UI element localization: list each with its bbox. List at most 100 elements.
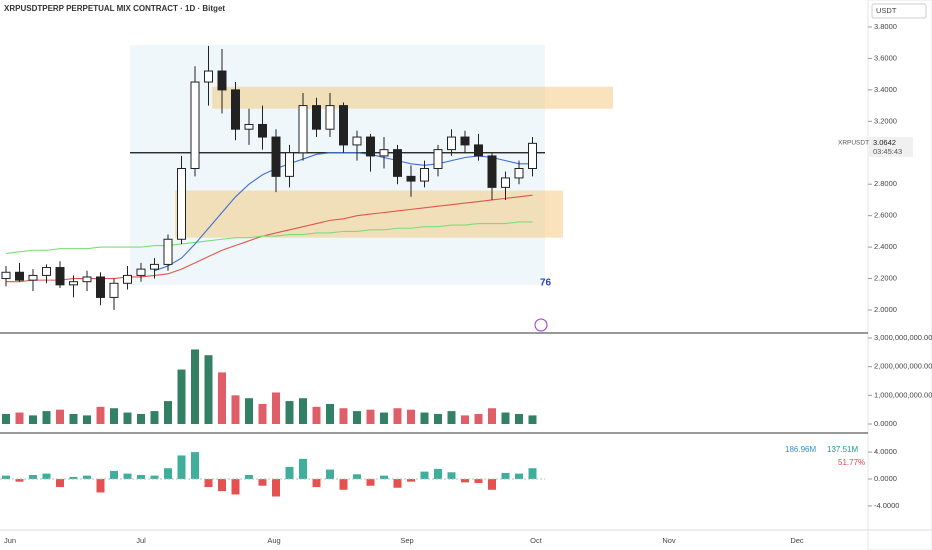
volume-bar <box>56 409 64 424</box>
oscillator-bar <box>407 479 415 482</box>
oscillator-bar <box>515 473 523 479</box>
candle-body <box>406 175 416 182</box>
volume-bar <box>407 409 415 424</box>
y-tick-label: 1,000,000,000.0000 <box>874 390 932 399</box>
oscillator-bar <box>393 479 402 488</box>
candle-body <box>204 70 213 83</box>
volume-bar <box>353 411 361 424</box>
oscillator-bar <box>29 474 37 479</box>
candle-body <box>487 155 497 188</box>
y-tick-label: 2.6000 <box>874 211 897 220</box>
oscillator-bar <box>83 475 91 479</box>
oscillator-bar <box>420 471 429 479</box>
volume-bar <box>366 409 375 424</box>
oscillator-bar <box>474 479 483 484</box>
candle-body <box>285 152 294 177</box>
volume-bar <box>272 392 280 424</box>
volume-bar <box>83 415 91 424</box>
x-tick-label: Nov <box>662 536 676 545</box>
volume-bar <box>191 349 199 424</box>
volume-bar <box>515 413 523 424</box>
candle-body <box>55 267 65 286</box>
oscillator-bar <box>204 479 213 488</box>
candle-body <box>190 81 200 169</box>
x-tick-label: Oct <box>530 536 543 545</box>
currency: USDT <box>876 6 897 15</box>
volume-bar <box>501 412 510 424</box>
volume-bar <box>312 406 321 424</box>
oscillator-bar <box>339 479 348 490</box>
oscillator-bar <box>137 474 145 479</box>
chart-title: XRPUSDTPERP PERPETUAL MIX CONTRACT · 1D … <box>4 4 225 13</box>
volume-bar <box>258 403 267 424</box>
candle-body <box>109 282 119 298</box>
osc-stat: 186.96M <box>785 445 816 454</box>
oscillator-bar <box>96 479 105 493</box>
y-tick-label: 2,000,000,000.0000 <box>874 362 932 371</box>
oscillator-bar <box>488 479 496 490</box>
oscillator-bar <box>69 476 78 479</box>
volume-bar <box>380 412 388 424</box>
oscillator-bar <box>191 452 199 479</box>
last-price: 3.0642 <box>873 138 896 147</box>
oscillator-bar <box>326 469 334 479</box>
oscillator-bar <box>299 458 307 479</box>
y-tick-label: 2.2000 <box>874 274 897 283</box>
volume-bar <box>285 401 294 424</box>
candle-body <box>312 105 321 130</box>
candle-body <box>1 271 11 280</box>
candle-body <box>528 142 537 170</box>
candle-body <box>136 268 146 276</box>
volume-bar <box>69 413 78 424</box>
candle-body <box>460 136 470 146</box>
candle-body <box>298 105 308 154</box>
volume-bar <box>96 406 105 424</box>
candle-body <box>501 177 510 188</box>
candle-body <box>474 144 483 157</box>
volume-bar <box>42 411 51 424</box>
oscillator-bar <box>123 473 132 479</box>
volume-bar <box>231 395 240 424</box>
candle-body <box>150 263 159 270</box>
candle-body <box>28 274 38 281</box>
event-icon[interactable] <box>534 318 548 332</box>
oscillator-bar <box>366 479 375 486</box>
currency-button[interactable] <box>871 3 927 19</box>
volume-bar <box>420 412 429 424</box>
ma-line <box>5 221 533 254</box>
oscillator-bar <box>15 479 24 482</box>
volume-bar <box>110 408 118 424</box>
volume-bar <box>461 415 469 424</box>
volume-bar <box>164 401 172 424</box>
candle-body <box>96 276 105 298</box>
x-tick-label: Jul <box>136 536 146 545</box>
oscillator-bar <box>164 468 172 479</box>
candle-body <box>514 168 524 179</box>
volume-bar <box>123 412 132 424</box>
y-tick-label: 0.0000 <box>874 419 897 428</box>
ma-line <box>6 194 533 283</box>
y-tick-label: 0.0000 <box>874 474 897 483</box>
candle-body <box>433 149 443 169</box>
oscillator-bar <box>245 474 253 479</box>
zone <box>212 86 613 109</box>
y-tick-label: 3,000,000,000.0000 <box>874 333 932 342</box>
volume-bar <box>447 411 456 424</box>
oscillator-bar <box>258 479 267 486</box>
y-tick-label: 2.0000 <box>874 305 897 314</box>
oscillator-bar <box>312 479 321 488</box>
y-tick-label: 4.0000 <box>874 447 897 456</box>
candle-body <box>69 281 78 286</box>
candle-body <box>325 105 335 130</box>
volume-bar <box>434 413 442 424</box>
candle-body <box>393 149 402 177</box>
volume-bar <box>474 413 483 424</box>
oscillator-bar <box>218 479 226 492</box>
y-tick-label: 2.4000 <box>874 242 897 251</box>
volume-bar <box>15 412 24 424</box>
oscillator-bar <box>42 473 51 479</box>
candle-body <box>217 70 227 91</box>
oscillator-bar <box>177 455 186 479</box>
volume-bar <box>299 398 307 424</box>
